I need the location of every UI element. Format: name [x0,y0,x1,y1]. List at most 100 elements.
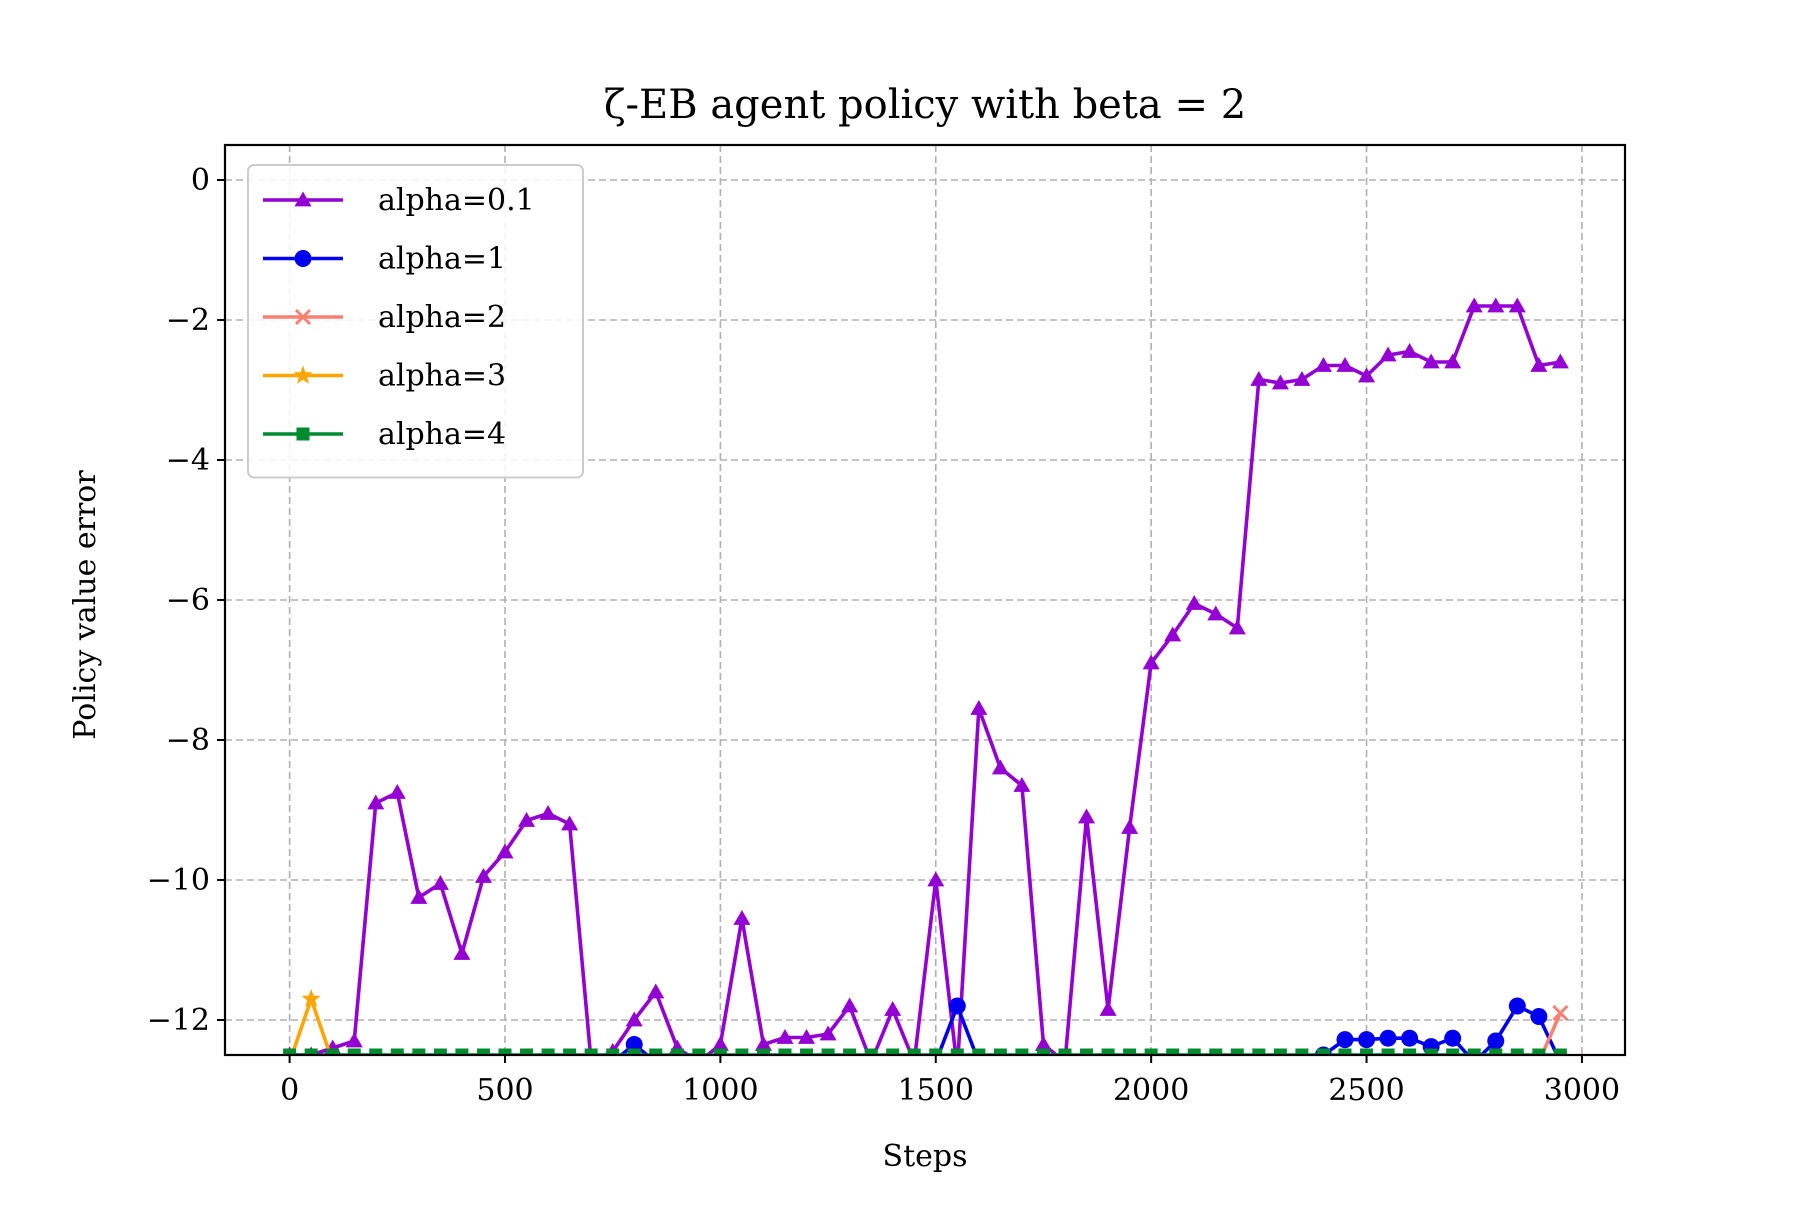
data-point [1467,1048,1481,1055]
data-point [713,1048,727,1055]
data-point [1230,1048,1244,1055]
data-point [301,989,321,1008]
legend-item: alpha=0.1 [263,183,535,218]
legend-item: alpha=1 [263,242,506,277]
data-point [907,1048,921,1055]
data-point [1532,1048,1546,1055]
data-point [1295,1048,1309,1055]
data-point [1187,1048,1201,1055]
data-point [1293,371,1311,386]
legend-box [247,164,584,479]
series-alpha=1 [607,997,1566,1055]
legend-label: alpha=1 [378,242,506,277]
series-alpha=0.1 [284,297,1569,1055]
data-point [821,1048,835,1055]
legend-label: alpha=0.1 [378,183,535,218]
data-point [1338,1048,1352,1055]
data-point [1553,1048,1567,1055]
data-point [1250,371,1268,386]
data-point [541,1048,555,1055]
data-point [692,1048,706,1055]
data-point [1508,997,1526,1015]
data-point [1444,353,1462,369]
y-tick-label: −8 [166,723,210,758]
data-point [1164,626,1182,642]
data-point [993,1048,1007,1055]
data-point [476,1048,490,1055]
data-point [412,1048,426,1055]
data-point [1530,1008,1548,1025]
data-point [369,1048,383,1055]
data-point [561,815,579,831]
data-point [367,794,385,810]
data-point [647,983,665,999]
legend: alpha=0.1 alpha=1 alpha=2 alpha=3 alpha=4 [247,164,584,479]
data-point [304,1048,318,1055]
data-point [453,945,471,960]
data-point [864,1048,878,1055]
data-point [1379,346,1397,362]
x-tick-label: 500 [476,1073,533,1108]
data-point [756,1048,770,1055]
data-point [929,1048,943,1055]
legend-item: alpha=3 [263,359,506,394]
data-point [843,1048,857,1055]
ticks: 0 500 1000 1500 2000 2500 3000 0 −2 −4 −6 −8 −10 −12 [147,163,1620,1108]
data-point [498,1048,512,1055]
data-point [474,868,492,883]
data-point [326,1048,340,1055]
data-point [455,1048,469,1055]
data-point [754,1036,772,1051]
data-point [1314,357,1332,372]
y-tick-label: −4 [166,443,210,478]
legend-item: alpha=4 [263,417,506,452]
data-point [1358,367,1376,383]
data-point [778,1048,792,1055]
data-point [1209,1048,1223,1055]
legend-label: alpha=4 [378,417,506,452]
legend-marker [294,250,312,267]
data-point [1401,1029,1419,1047]
data-point [283,1048,297,1055]
y-tick-label: −2 [166,303,210,338]
data-point [1508,297,1526,313]
data-point [841,997,859,1013]
data-point [1273,1048,1287,1055]
data-point [1058,1048,1072,1055]
chart-title: ζ-EB agent policy with beta = 2 [604,82,1246,128]
data-point [345,1032,363,1048]
x-tick-label: 3000 [1544,1073,1620,1108]
legend-marker [294,308,312,326]
y-tick-label: 0 [191,163,210,198]
data-point [1487,297,1505,313]
data-point [520,1048,534,1055]
data-point [1487,1032,1505,1050]
y-tick-label: −10 [147,863,210,898]
data-point [1358,1031,1376,1049]
data-point [948,997,966,1015]
data-point [1078,808,1096,824]
data-point [496,843,514,859]
data-point [950,1048,964,1055]
data-point [1034,1036,1052,1051]
data-point [1316,1048,1330,1055]
y-axis-label: Policy value error [68,470,103,740]
data-point [1510,1048,1524,1055]
data-point [1185,595,1203,610]
data-point [1036,1048,1050,1055]
data-point [1381,1048,1395,1055]
data-point [819,1025,837,1041]
data-point [1013,777,1031,792]
data-point [390,1048,404,1055]
data-point [1271,374,1289,390]
data-point [735,1048,749,1055]
data-point [1207,605,1225,621]
data-point [711,1036,729,1051]
data-point [1099,1001,1117,1016]
data-point [1336,357,1354,372]
data-point [410,889,428,904]
x-tick-label: 1000 [682,1073,758,1108]
x-tick-label: 2000 [1113,1073,1189,1108]
data-point [884,1001,902,1016]
